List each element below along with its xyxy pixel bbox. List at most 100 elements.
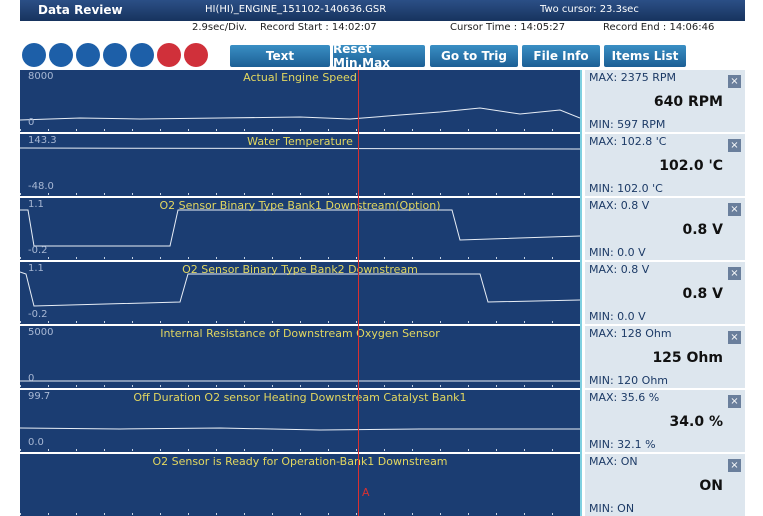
trace bbox=[20, 147, 580, 150]
graph: O2 Sensor is Ready for Operation-Bank1 D… bbox=[20, 454, 580, 516]
panel-title: Internal Resistance of Downstream Oxygen… bbox=[160, 327, 440, 340]
app-title: Data Review bbox=[38, 3, 123, 17]
max-label: MAX: 128 Ohm bbox=[589, 327, 672, 340]
toolbar-button[interactable]: Reset Min.Max bbox=[333, 42, 425, 70]
current-value: ON bbox=[699, 478, 723, 494]
remove-button[interactable]: × bbox=[728, 203, 741, 216]
graph: O2 Sensor Binary Type Bank2 Downstream 1.… bbox=[20, 262, 580, 324]
current-value: 102.0 'C bbox=[659, 158, 723, 174]
panel-title: Actual Engine Speed bbox=[243, 71, 357, 84]
control-button[interactable] bbox=[76, 43, 100, 67]
min-label: MIN: 32.1 % bbox=[589, 438, 656, 451]
min-label: MIN: 0.0 V bbox=[589, 246, 646, 259]
axis-min: 0 bbox=[28, 373, 35, 384]
current-value: 640 RPM bbox=[653, 94, 723, 110]
title-bar: Data Review HI(HI)_ENGINE_151102-140636.… bbox=[20, 0, 745, 21]
cursor-label: A bbox=[362, 486, 370, 499]
side-info: MAX: 102.8 'C 102.0 'C MIN: 102.0 'C × bbox=[585, 134, 745, 196]
max-label: MAX: 0.8 V bbox=[589, 263, 650, 276]
axis-max: 143.3 bbox=[28, 135, 57, 146]
panel: O2 Sensor Binary Type Bank1 Downstream(O… bbox=[20, 198, 745, 260]
toolbar-button[interactable]: Go to Trig bbox=[430, 45, 518, 67]
min-label: MIN: 120 Ohm bbox=[589, 374, 669, 387]
panel: Water Temperature 143.3 -48.0 MAX: 102.8 'C… bbox=[20, 134, 745, 196]
remove-button[interactable]: × bbox=[728, 395, 741, 408]
info-bar: 2.9sec/Div. Record Start : 14:02:07 Curs… bbox=[20, 21, 745, 35]
remove-button[interactable]: × bbox=[728, 459, 741, 472]
min-label: MIN: 102.0 'C bbox=[589, 182, 663, 195]
axis-max: 1.1 bbox=[28, 263, 44, 274]
trace-area bbox=[20, 427, 580, 451]
control-button[interactable] bbox=[184, 43, 208, 67]
side-info: MAX: ON ON MIN: ON × bbox=[585, 454, 745, 516]
cursor-info: Two cursor: 23.3sec bbox=[540, 4, 639, 15]
control-button[interactable] bbox=[130, 43, 154, 67]
graph: Actual Engine Speed 8000 0 bbox=[20, 70, 580, 132]
trace-area bbox=[20, 380, 580, 387]
panel: Actual Engine Speed 8000 0 MAX: 2375 RPM 640… bbox=[20, 70, 745, 132]
toolbar-button[interactable]: File Info bbox=[522, 45, 600, 67]
axis-max: 5000 bbox=[28, 327, 54, 338]
graph: Water Temperature 143.3 -48.0 bbox=[20, 134, 580, 196]
panel: O2 Sensor Binary Type Bank2 Downstream 1.… bbox=[20, 262, 745, 324]
current-value: 34.0 % bbox=[669, 414, 723, 430]
side-info: MAX: 2375 RPM 640 RPM MIN: 597 RPM × bbox=[585, 70, 745, 132]
graph: O2 Sensor Binary Type Bank1 Downstream(O… bbox=[20, 198, 580, 260]
panel: Internal Resistance of Downstream Oxygen… bbox=[20, 326, 745, 388]
panel-title: O2 Sensor is Ready for Operation-Bank1 D… bbox=[152, 455, 448, 468]
max-label: MAX: 102.8 'C bbox=[589, 135, 667, 148]
control-button[interactable] bbox=[157, 43, 181, 67]
cursor-time: Cursor Time : 14:05:27 bbox=[450, 22, 566, 33]
remove-button[interactable]: × bbox=[728, 75, 741, 88]
toolbar-button[interactable]: Items List bbox=[604, 45, 686, 67]
max-label: MAX: 0.8 V bbox=[589, 199, 650, 212]
control-button[interactable] bbox=[49, 43, 73, 67]
remove-button[interactable]: × bbox=[728, 331, 741, 344]
max-label: MAX: 2375 RPM bbox=[589, 71, 677, 84]
record-end: Record End : 14:06:46 bbox=[603, 22, 715, 33]
division: 2.9sec/Div. bbox=[192, 22, 247, 33]
control-button[interactable] bbox=[103, 43, 127, 67]
max-label: MAX: 35.6 % bbox=[589, 391, 660, 404]
trace-area bbox=[20, 513, 580, 515]
panel-title: Off Duration O2 sensor Heating Downstrea… bbox=[133, 391, 467, 404]
toolbar-button[interactable]: Text bbox=[230, 45, 330, 67]
axis-min: 0 bbox=[28, 117, 35, 128]
trace bbox=[20, 271, 580, 307]
axis-min: -48.0 bbox=[28, 181, 54, 192]
trace bbox=[20, 209, 580, 247]
panel-title: O2 Sensor Binary Type Bank2 Downstream bbox=[182, 263, 418, 276]
axis-max: 99.7 bbox=[28, 391, 51, 402]
max-label: MAX: ON bbox=[589, 455, 638, 468]
record-start: Record Start : 14:02:07 bbox=[260, 22, 377, 33]
trace-area bbox=[20, 209, 580, 259]
axis-min: -0.2 bbox=[28, 245, 48, 256]
axis-max: 1.1 bbox=[28, 199, 44, 210]
axis-min: 0.0 bbox=[28, 437, 44, 448]
control-button[interactable] bbox=[22, 43, 46, 67]
side-info: MAX: 128 Ohm 125 Ohm MIN: 120 Ohm × bbox=[585, 326, 745, 388]
min-label: MIN: ON bbox=[589, 502, 635, 515]
graph: Internal Resistance of Downstream Oxygen… bbox=[20, 326, 580, 388]
trace-area bbox=[20, 107, 580, 131]
axis-max: 8000 bbox=[28, 71, 54, 82]
axis-min: -0.2 bbox=[28, 309, 48, 320]
remove-button[interactable]: × bbox=[728, 139, 741, 152]
remove-button[interactable]: × bbox=[728, 267, 741, 280]
graph: Off Duration O2 sensor Heating Downstrea… bbox=[20, 390, 580, 452]
min-label: MIN: 597 RPM bbox=[589, 118, 666, 131]
trace-area bbox=[20, 147, 580, 195]
panel: Off Duration O2 sensor Heating Downstrea… bbox=[20, 390, 745, 452]
side-info: MAX: 35.6 % 34.0 % MIN: 32.1 % × bbox=[585, 390, 745, 452]
panel: O2 Sensor is Ready for Operation-Bank1 D… bbox=[20, 454, 745, 516]
trace bbox=[20, 107, 580, 121]
trace bbox=[20, 427, 580, 431]
current-value: 0.8 V bbox=[682, 286, 723, 302]
current-value: 0.8 V bbox=[682, 222, 723, 238]
separator-line bbox=[580, 70, 582, 516]
current-value: 125 Ohm bbox=[652, 350, 723, 366]
panel-title: O2 Sensor Binary Type Bank1 Downstream(O… bbox=[159, 199, 441, 212]
file-name: HI(HI)_ENGINE_151102-140636.GSR bbox=[205, 4, 387, 15]
side-info: MAX: 0.8 V 0.8 V MIN: 0.0 V × bbox=[585, 198, 745, 260]
